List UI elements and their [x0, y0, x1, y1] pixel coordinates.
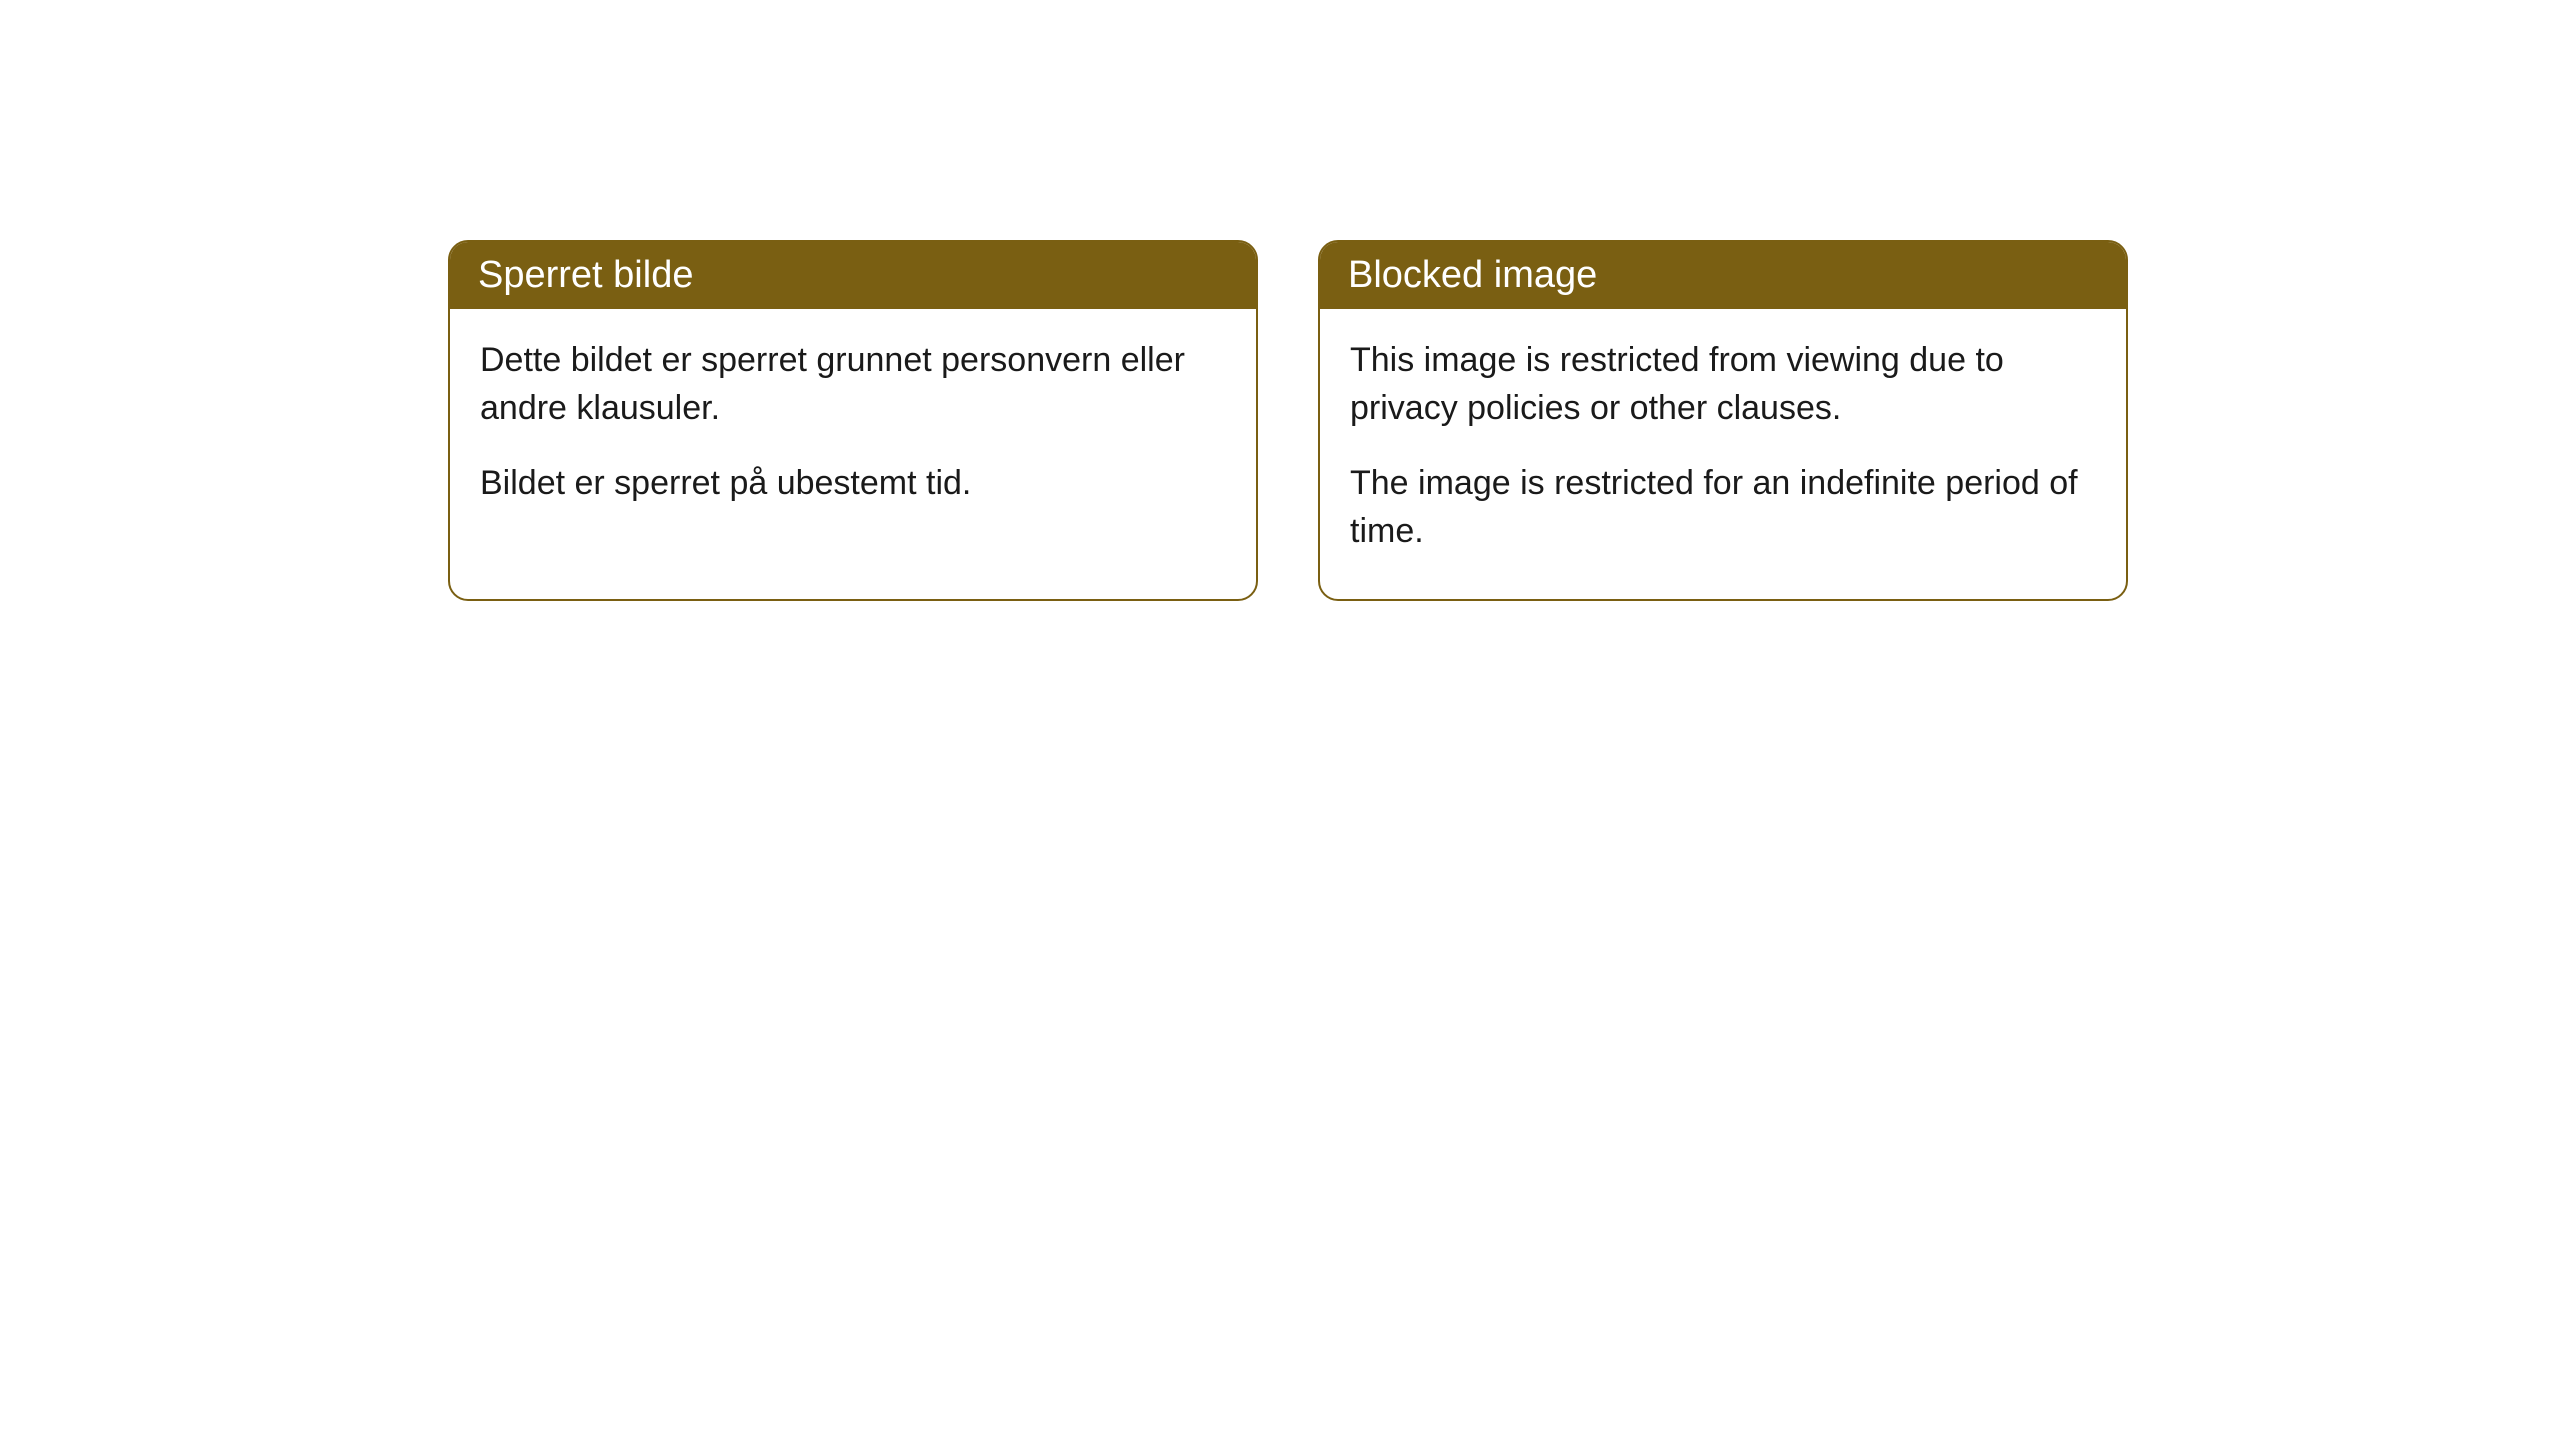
card-body-english: This image is restricted from viewing du… — [1320, 309, 2126, 599]
card-paragraph1-english: This image is restricted from viewing du… — [1350, 337, 2096, 432]
card-header-norwegian: Sperret bilde — [450, 242, 1256, 309]
card-paragraph2-english: The image is restricted for an indefinit… — [1350, 460, 2096, 555]
blocked-image-card-english: Blocked image This image is restricted f… — [1318, 240, 2128, 601]
card-header-english: Blocked image — [1320, 242, 2126, 309]
card-title-english: Blocked image — [1348, 254, 1597, 296]
blocked-image-card-norwegian: Sperret bilde Dette bildet er sperret gr… — [448, 240, 1258, 601]
card-paragraph2-norwegian: Bildet er sperret på ubestemt tid. — [480, 460, 1226, 508]
card-paragraph1-norwegian: Dette bildet er sperret grunnet personve… — [480, 337, 1226, 432]
card-body-norwegian: Dette bildet er sperret grunnet personve… — [450, 309, 1256, 552]
cards-container: Sperret bilde Dette bildet er sperret gr… — [448, 240, 2128, 601]
card-title-norwegian: Sperret bilde — [478, 254, 693, 296]
